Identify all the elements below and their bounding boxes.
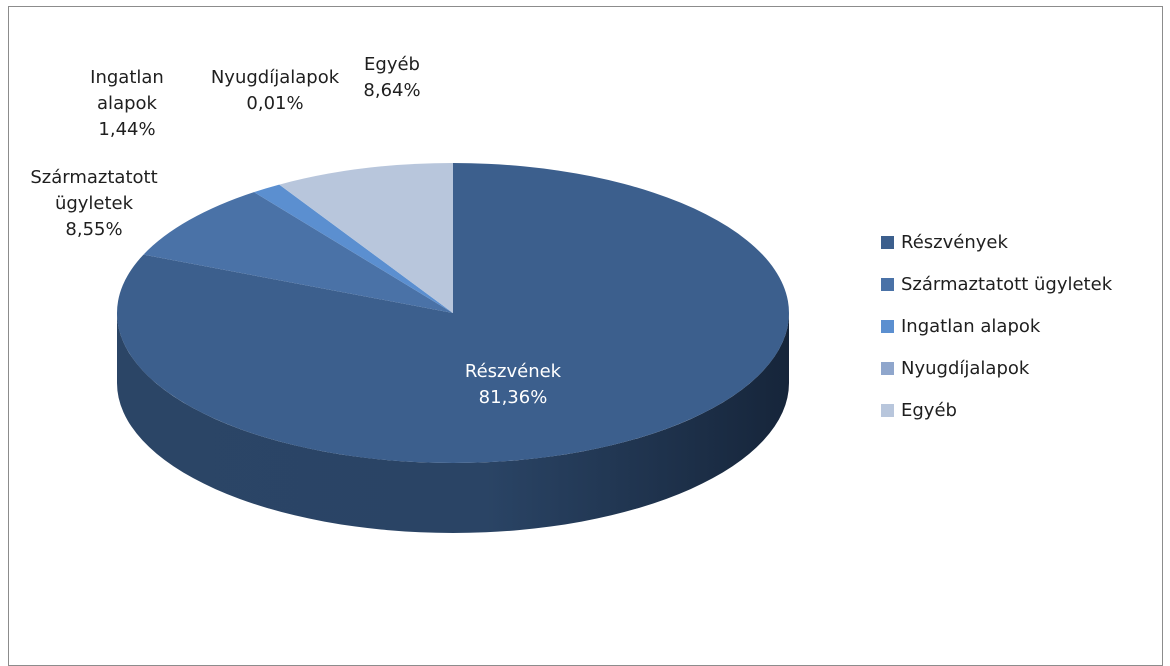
pie-slice-szarmaztatott-ugyletek (143, 192, 453, 313)
data-label-reszvenyek: Részvének 81,36% (465, 361, 562, 408)
data-label-nyugdijalapok: Nyugdíjalapok 0,01% (211, 67, 340, 114)
legend-label-egyeb: Egyéb (901, 400, 957, 421)
pie-chart: Részvének 81,36% Származtatott ügyletek 8,55… (30, 54, 1113, 533)
legend: Részvények Származtatott ügyletek Ingatlan… (881, 232, 1113, 421)
pie-slices (117, 163, 790, 463)
legend-label-ingatlan-alapok: Ingatlan alapok (901, 316, 1041, 337)
pie-slice-nyugdijalapok (279, 184, 453, 313)
legend-swatch-szarmaztatott-ugyletek (881, 278, 894, 291)
data-label-egyeb: Egyéb 8,64% (363, 54, 420, 101)
pie-side-wall (117, 313, 789, 533)
legend-swatch-ingatlan-alapok (881, 320, 894, 333)
legend-label-nyugdijalapok: Nyugdíjalapok (901, 358, 1030, 379)
legend-label-reszvenyek: Részvények (901, 232, 1008, 253)
pie-side-walls (117, 313, 789, 533)
pie-slice-ingatlan-alapok (253, 184, 453, 313)
legend-swatch-reszvenyek (881, 236, 894, 249)
pie-slice-egyeb (279, 163, 453, 313)
legend-swatch-nyugdijalapok (881, 362, 894, 375)
pie-slice-reszvenyek (117, 163, 790, 463)
data-label-szarmaztatott-ugyletek: Származtatott ügyletek 8,55% (30, 167, 157, 240)
pie-data-labels: Részvének 81,36% Származtatott ügyletek 8,55… (30, 54, 561, 408)
legend-swatch-egyeb (881, 404, 894, 417)
legend-label-szarmaztatott-ugyletek: Származtatott ügyletek (901, 274, 1113, 295)
data-label-ingatlan-alapok: Ingatlan alapok 1,44% (90, 67, 164, 140)
chart-frame: Részvének 81,36% Származtatott ügyletek 8,55… (8, 6, 1163, 666)
